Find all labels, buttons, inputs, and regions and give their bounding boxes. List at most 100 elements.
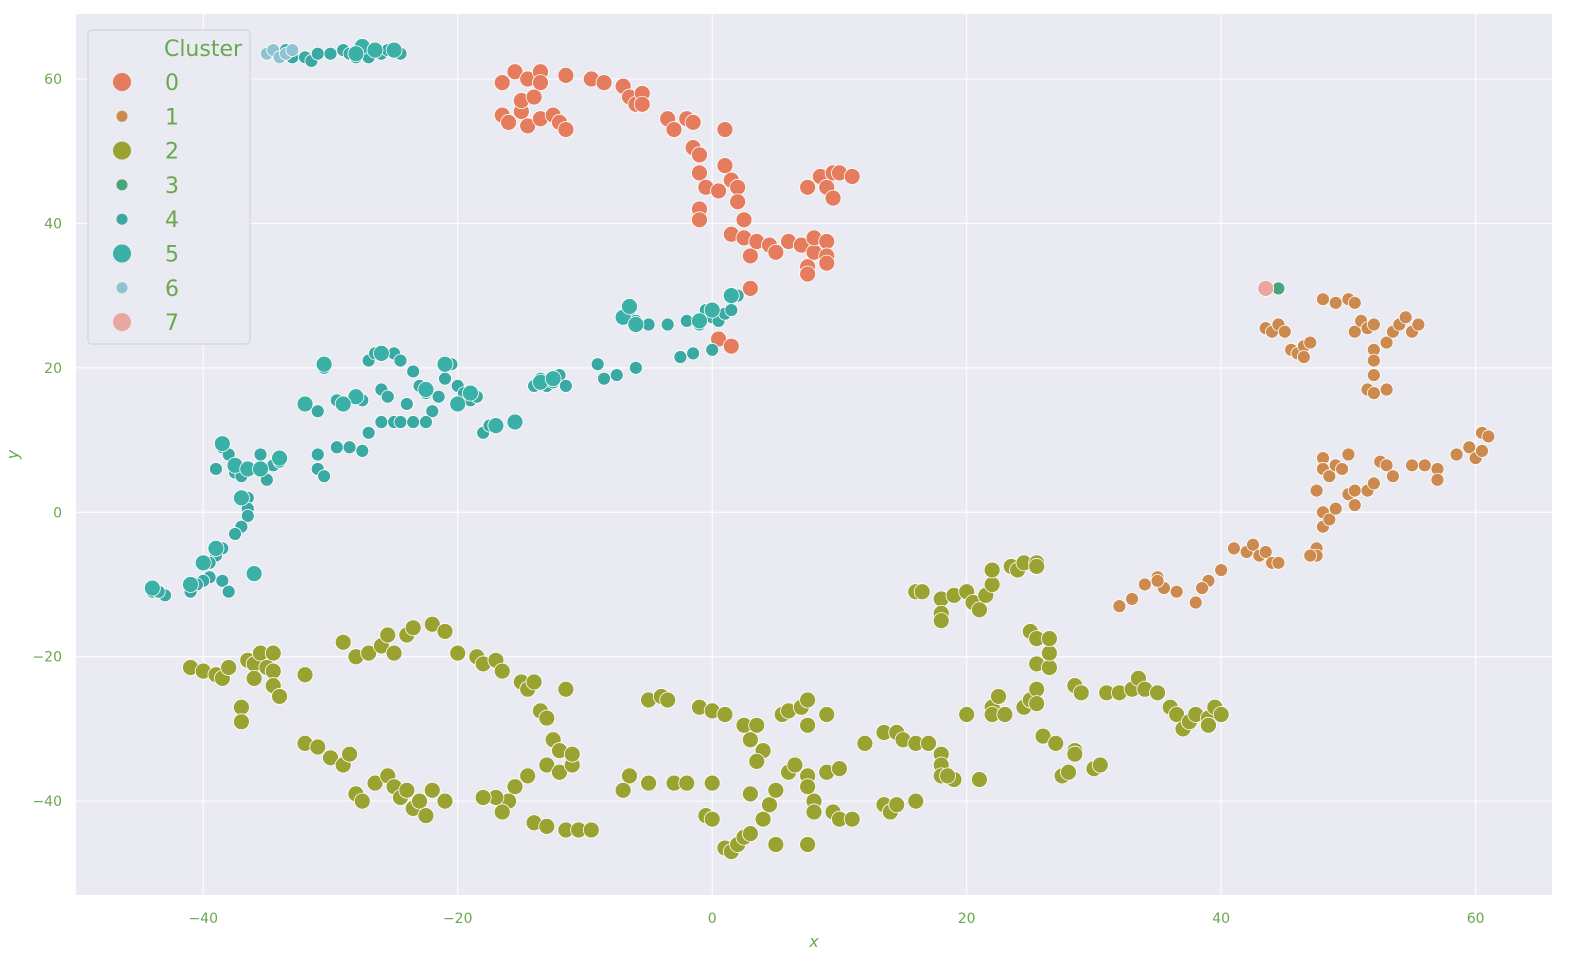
scatter-point-cluster-2 <box>449 644 467 662</box>
scatter-point-cluster-0 <box>665 121 683 138</box>
scatter-point-cluster-1 <box>1366 386 1381 401</box>
scatter-point-cluster-2 <box>334 633 352 651</box>
scatter-point-cluster-5 <box>544 370 562 388</box>
y-tick-label: 60 <box>44 72 62 88</box>
scatter-point-cluster-4 <box>374 415 389 429</box>
scatter-point-cluster-4 <box>209 462 223 476</box>
scatter-point-cluster-2 <box>958 706 976 723</box>
legend-marker-cluster-1 <box>116 110 128 122</box>
scatter-point-cluster-1 <box>1322 469 1337 484</box>
scatter-point-cluster-1 <box>1195 581 1209 595</box>
legend-label-cluster-5: 5 <box>165 243 179 268</box>
scatter-point-cluster-2 <box>557 680 575 698</box>
x-tick-label: −20 <box>443 911 473 927</box>
legend-box <box>87 29 251 345</box>
legend: Cluster 0 1 2 3 4 5 6 7 <box>87 29 251 345</box>
scatter-point-cluster-4 <box>660 317 675 332</box>
legend-marker-cluster-2 <box>113 141 131 160</box>
scatter-point-cluster-2 <box>996 706 1014 723</box>
scatter-point-cluster-2 <box>436 792 454 810</box>
scatter-point-cluster-2 <box>990 688 1007 705</box>
y-tick-label: 0 <box>53 505 62 521</box>
scatter-point-cluster-2 <box>703 774 721 792</box>
scatter-point-cluster-0 <box>691 211 708 229</box>
scatter-point-cluster-4 <box>393 353 408 368</box>
scatter-point-cluster-0 <box>729 193 747 211</box>
x-axis-label: x <box>808 932 819 951</box>
scatter-point-cluster-1 <box>1417 458 1432 473</box>
scatter-point-cluster-1 <box>1309 483 1324 498</box>
legend-label-cluster-7: 7 <box>165 311 179 336</box>
scatter-point-cluster-2 <box>971 771 988 788</box>
scatter-point-cluster-2 <box>271 688 288 705</box>
scatter-point-cluster-0 <box>595 74 613 92</box>
scatter-point-cluster-0 <box>519 117 537 135</box>
scatter-point-cluster-1 <box>1379 458 1394 473</box>
scatter-point-cluster-2 <box>1028 695 1046 713</box>
scatter-point-cluster-2 <box>856 734 874 752</box>
legend-marker-cluster-4 <box>116 213 128 225</box>
scatter-point-cluster-4 <box>406 364 421 379</box>
scatter-point-cluster-2 <box>1072 684 1090 702</box>
scatter-point-cluster-2 <box>398 781 416 799</box>
scatter-point-cluster-2 <box>843 810 861 828</box>
scatter-point-cluster-2 <box>474 789 492 806</box>
scatter-point-cluster-2 <box>582 821 600 839</box>
scatter-point-cluster-1 <box>1137 577 1152 592</box>
scatter-point-cluster-4 <box>406 415 421 429</box>
scatter-point-cluster-0 <box>824 189 842 207</box>
scatter-point-cluster-5 <box>245 565 263 583</box>
scatter-point-cluster-6 <box>285 43 300 58</box>
scatter-point-cluster-5 <box>462 384 479 402</box>
scatter-point-cluster-0 <box>716 121 734 138</box>
legend-label-cluster-2: 2 <box>165 140 179 165</box>
scatter-point-cluster-4 <box>419 415 433 429</box>
scatter-point-cluster-0 <box>722 337 740 355</box>
scatter-point-cluster-2 <box>404 619 422 637</box>
scatter-point-cluster-5 <box>143 579 161 597</box>
scatter-point-cluster-5 <box>182 576 199 593</box>
y-tick-label: −40 <box>32 794 62 810</box>
scatter-point-cluster-0 <box>710 330 727 348</box>
scatter-point-cluster-5 <box>417 381 435 398</box>
scatter-point-cluster-4 <box>590 357 605 372</box>
scatter-point-cluster-2 <box>741 825 759 843</box>
legend-label-cluster-6: 6 <box>165 277 179 302</box>
scatter-point-cluster-2 <box>1200 716 1217 734</box>
scatter-point-cluster-2 <box>1028 680 1046 698</box>
scatter-point-cluster-2 <box>296 666 314 684</box>
scatter-point-cluster-4 <box>310 46 325 61</box>
scatter-point-cluster-2 <box>1168 706 1186 723</box>
scatter-point-cluster-0 <box>799 178 817 196</box>
scatter-point-cluster-4 <box>355 443 370 458</box>
y-axis-label: y <box>3 449 22 460</box>
scatter-point-cluster-2 <box>913 583 931 601</box>
scatter-point-cluster-0 <box>691 164 708 182</box>
scatter-point-cluster-2 <box>971 601 988 619</box>
scatter-point-cluster-4 <box>705 342 720 357</box>
scatter-point-cluster-4 <box>380 389 395 404</box>
scatter-point-cluster-4 <box>317 469 332 484</box>
scatter-point-cluster-2 <box>493 803 511 821</box>
scatter-point-cluster-2 <box>506 778 524 796</box>
scatter-point-cluster-5 <box>506 413 524 431</box>
scatter-point-cluster-5 <box>722 287 740 305</box>
scatter-point-cluster-0 <box>557 66 575 84</box>
scatter-point-cluster-1 <box>1296 350 1311 364</box>
scatter-point-cluster-5 <box>372 345 390 362</box>
legend-label-cluster-1: 1 <box>165 105 179 130</box>
scatter-point-cluster-0 <box>691 146 708 164</box>
scatter-point-cluster-2 <box>716 706 734 723</box>
scatter-point-cluster-2 <box>939 767 957 785</box>
scatter-point-cluster-4 <box>393 415 408 429</box>
scatter-point-cluster-4 <box>228 527 242 541</box>
scatter-point-cluster-2 <box>1047 734 1065 752</box>
scatter-point-cluster-1 <box>1277 324 1292 339</box>
scatter-point-cluster-4 <box>310 447 325 462</box>
scatter-point-cluster-2 <box>341 745 358 763</box>
scatter-point-cluster-1 <box>1347 498 1362 512</box>
scatter-point-cluster-0 <box>500 113 518 131</box>
scatter-point-cluster-0 <box>741 247 759 265</box>
scatter-point-cluster-1 <box>1366 317 1381 332</box>
scatter-point-cluster-2 <box>1149 684 1166 702</box>
